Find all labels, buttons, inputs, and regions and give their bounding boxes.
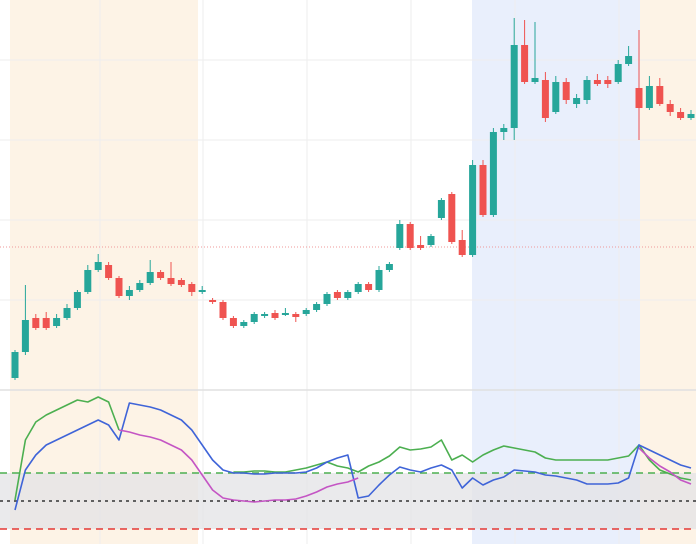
- candle-body: [645, 86, 653, 108]
- candle-body: [365, 284, 373, 290]
- candle-body: [396, 224, 404, 248]
- session-shade: [640, 0, 696, 544]
- candle-body: [385, 264, 393, 270]
- candle-body: [479, 165, 487, 215]
- candle-body: [489, 132, 497, 215]
- candle-body: [21, 320, 29, 352]
- candle-body: [531, 78, 539, 82]
- candle-body: [313, 304, 321, 310]
- candle-body: [541, 80, 549, 118]
- candle-body: [105, 265, 113, 278]
- candle-body: [84, 270, 92, 292]
- candle-body: [417, 245, 425, 248]
- candle-body: [292, 314, 300, 317]
- indicator-line: [118, 429, 692, 503]
- candle-body: [583, 80, 591, 100]
- candle-body: [354, 284, 362, 292]
- candle-body: [469, 165, 477, 255]
- candle-body: [271, 313, 279, 318]
- candle-body: [11, 352, 19, 378]
- candle-body: [604, 80, 612, 84]
- indicator-line: [14, 402, 692, 511]
- candle-body: [593, 80, 601, 84]
- candle-body: [219, 302, 227, 318]
- candle-body: [406, 224, 414, 248]
- candle-body: [562, 82, 570, 100]
- candle-body: [677, 112, 685, 118]
- candle-body: [333, 292, 341, 298]
- candle-body: [375, 270, 383, 290]
- candle-body: [42, 318, 50, 328]
- candle-body: [157, 272, 165, 278]
- candle-body: [177, 280, 185, 285]
- candle-body: [209, 300, 217, 302]
- candle-body: [73, 292, 81, 308]
- candle-body: [427, 236, 435, 245]
- candle-body: [125, 290, 133, 296]
- candle-body: [656, 86, 664, 104]
- candle-body: [281, 313, 289, 315]
- candle-body: [146, 272, 154, 283]
- candle-body: [240, 322, 248, 326]
- session-shade: [10, 0, 198, 544]
- candle-body: [344, 292, 352, 298]
- candle-body: [521, 45, 529, 82]
- candle-body: [500, 128, 508, 132]
- candle-body: [136, 283, 144, 290]
- candle-body: [437, 200, 445, 218]
- candle-body: [53, 318, 61, 326]
- candle-body: [94, 262, 102, 270]
- candle-body: [198, 290, 206, 292]
- candle-body: [323, 294, 331, 304]
- candle-body: [448, 194, 456, 242]
- candle-body: [261, 314, 269, 316]
- candle-body: [635, 88, 643, 108]
- candle-body: [302, 310, 310, 314]
- candle-body: [32, 318, 40, 328]
- candle-body: [687, 114, 695, 118]
- candle-body: [63, 308, 71, 318]
- candle-body: [666, 104, 674, 112]
- candle-body: [115, 278, 123, 296]
- candle-body: [458, 240, 466, 255]
- candle-body: [510, 45, 518, 128]
- candle-body: [625, 56, 633, 64]
- indicator-line: [14, 396, 692, 501]
- candle-body: [614, 64, 622, 82]
- candle-body: [229, 318, 237, 326]
- candle-body: [573, 98, 581, 104]
- candle-body: [552, 82, 560, 112]
- candle-body: [167, 278, 175, 284]
- candle-body: [250, 314, 258, 322]
- candle-body: [188, 284, 196, 292]
